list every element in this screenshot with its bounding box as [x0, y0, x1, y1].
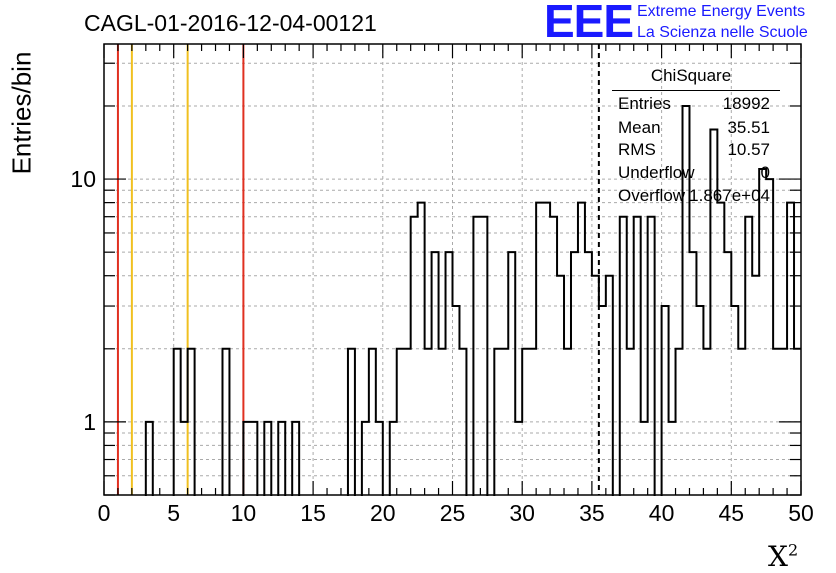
stat-value: 1.867e+04 [689, 186, 770, 205]
stat-row-mean: Mean 35.51 [618, 118, 770, 140]
logo-text-line1: Extreme Energy Events [637, 3, 806, 20]
x-tick-label: 35 [579, 500, 605, 526]
stat-row-entries: Entries 18992 [618, 94, 770, 116]
stats-box-divider [612, 90, 780, 91]
reference-lines-layer [116, 44, 600, 495]
x-tick-label: 0 [98, 500, 111, 526]
stats-box-title: ChiSquare [650, 66, 732, 85]
x-tick-label: 10 [231, 500, 257, 526]
x-tick-label: 45 [719, 500, 745, 526]
x-tick-label: 50 [788, 500, 814, 526]
histogram-outline [104, 104, 801, 526]
chart-title: CAGL-01-2016-12-04-00121 [84, 10, 377, 36]
plot-bottom-mask [0, 496, 836, 572]
x-tick-label: 30 [509, 500, 535, 526]
stat-value: 10.57 [727, 140, 770, 159]
x-axis-label-base: X [768, 540, 788, 573]
eee-logo: EEE Extreme Energy Events La Scienza nel… [544, 0, 836, 46]
stat-label: Entries [618, 94, 671, 113]
y-tick-label: 1 [83, 409, 96, 435]
eee-logo-mark: EEE [544, 0, 634, 47]
x-tick-label: 40 [649, 500, 675, 526]
logo-text-line2: La Scienza nelle Scuole [637, 24, 808, 41]
stat-value: 35.51 [727, 118, 770, 137]
x-axis-label: X2 [768, 540, 798, 573]
stat-label: RMS [618, 140, 656, 159]
x-tick-label: 5 [167, 500, 180, 526]
stat-label: Underflow [618, 163, 695, 182]
x-tick-label: 25 [440, 500, 466, 526]
x-tick-label: 15 [300, 500, 326, 526]
stat-row-rms: RMS 10.57 [618, 140, 770, 162]
stat-label: Overflow [618, 186, 686, 205]
x-axis-label-superscript: 2 [787, 540, 799, 560]
axes-layer: 0 5 10 15 20 25 30 35 40 45 50 1 10 [70, 43, 814, 526]
y-tick-label: 10 [70, 166, 96, 192]
x-tick-label: 20 [370, 500, 396, 526]
stat-label: Mean [618, 118, 661, 137]
stat-row-overflow: Overflow 1.867e+04 [618, 186, 770, 208]
stat-row-underflow: Underflow 0 [618, 163, 770, 185]
stat-value: 18992 [722, 94, 770, 113]
stat-value: 0 [760, 163, 770, 182]
y-axis-label: Entries/bin [6, 51, 37, 175]
histogram-layer [0, 104, 836, 572]
